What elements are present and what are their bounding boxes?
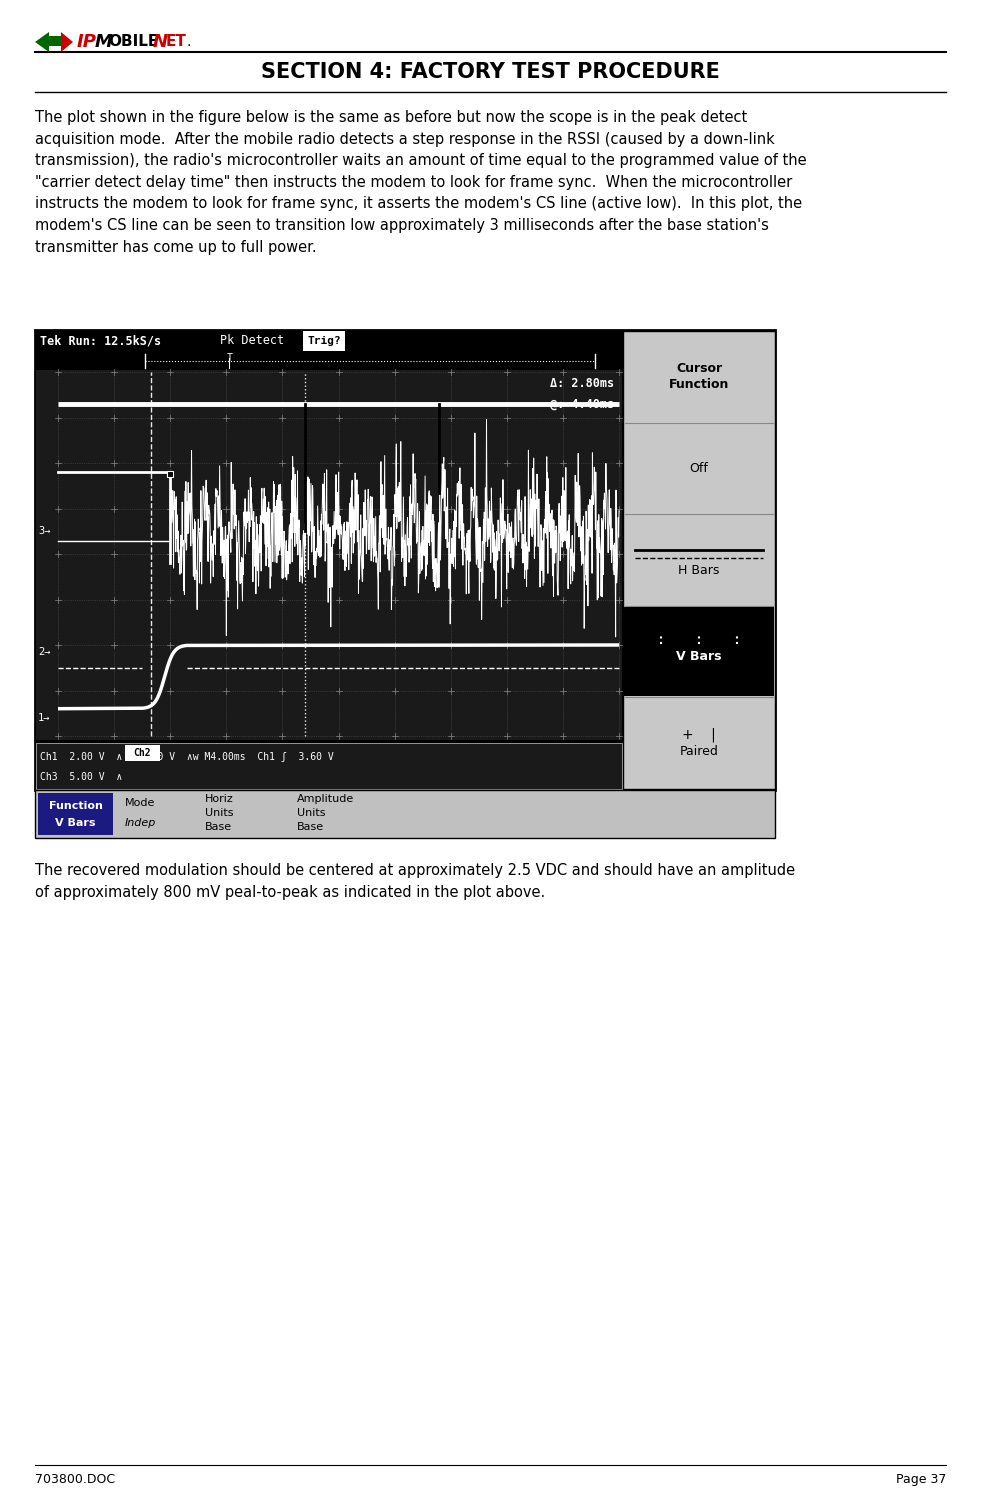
Text: Ch3  5.00 V  ∧: Ch3 5.00 V ∧ [40,772,123,783]
Text: Mode: Mode [125,798,155,808]
Text: V Bars: V Bars [676,650,722,663]
Bar [36,742,622,789]
Text: 3→: 3→ [38,526,50,537]
Text: T: T [227,352,232,363]
Text: M: M [95,33,113,51]
Bar [303,332,345,351]
Text: Units: Units [297,808,326,818]
Text: 2→: 2→ [38,646,50,657]
Text: OBILE: OBILE [108,34,158,50]
Text: Trig?: Trig? [307,336,340,346]
Text: +    |: + | [682,728,716,742]
Text: ET: ET [166,34,186,50]
Text: .: . [187,34,191,50]
Bar [38,794,113,836]
Bar [35,790,775,838]
Text: Function: Function [49,801,102,812]
Bar [624,608,774,696]
Text: Horiz: Horiz [205,794,233,804]
Text: SECTION 4: FACTORY TEST PROCEDURE: SECTION 4: FACTORY TEST PROCEDURE [261,62,719,82]
Text: Pk Detect: Pk Detect [220,334,284,348]
Text: Paired: Paired [680,744,718,758]
Bar [125,746,160,760]
Text: 703800.DOC: 703800.DOC [35,1473,115,1486]
Text: Base: Base [297,822,324,833]
Text: H Bars: H Bars [678,564,720,576]
Text: Units: Units [205,808,233,818]
Bar [623,332,775,789]
Text: IP: IP [77,33,97,51]
Text: 1→: 1→ [38,712,50,723]
Text: Cursor: Cursor [676,363,722,375]
Text: V Bars: V Bars [55,818,96,828]
Text: N: N [153,33,168,51]
Text: The plot shown in the figure below is the same as before but now the scope is in: The plot shown in the figure below is th… [35,110,806,255]
Bar [35,330,775,790]
Text: Amplitude: Amplitude [297,794,354,804]
Text: Δ: 2.80ms
@: 4.40ms: Δ: 2.80ms @: 4.40ms [550,376,614,411]
Text: Function: Function [669,378,729,392]
Text: Base: Base [205,822,232,833]
Text: Indep: Indep [125,818,156,828]
Polygon shape [35,32,61,53]
Text: Tek Run: 12.5kS/s: Tek Run: 12.5kS/s [40,334,161,348]
Bar [167,471,174,477]
Text: Ch1  2.00 V  ∧   1.00 V  ∧w M4.00ms  Ch1 ʃ  3.60 V: Ch1 2.00 V ∧ 1.00 V ∧w M4.00ms Ch1 ʃ 3.6… [40,752,334,762]
Text: The recovered modulation should be centered at approximately 2.5 VDC and should : The recovered modulation should be cente… [35,862,796,900]
Text: Off: Off [690,462,708,476]
Text: Page 37: Page 37 [896,1473,946,1486]
Bar [36,370,622,740]
Polygon shape [61,32,73,53]
Text: Ch2: Ch2 [133,748,151,758]
